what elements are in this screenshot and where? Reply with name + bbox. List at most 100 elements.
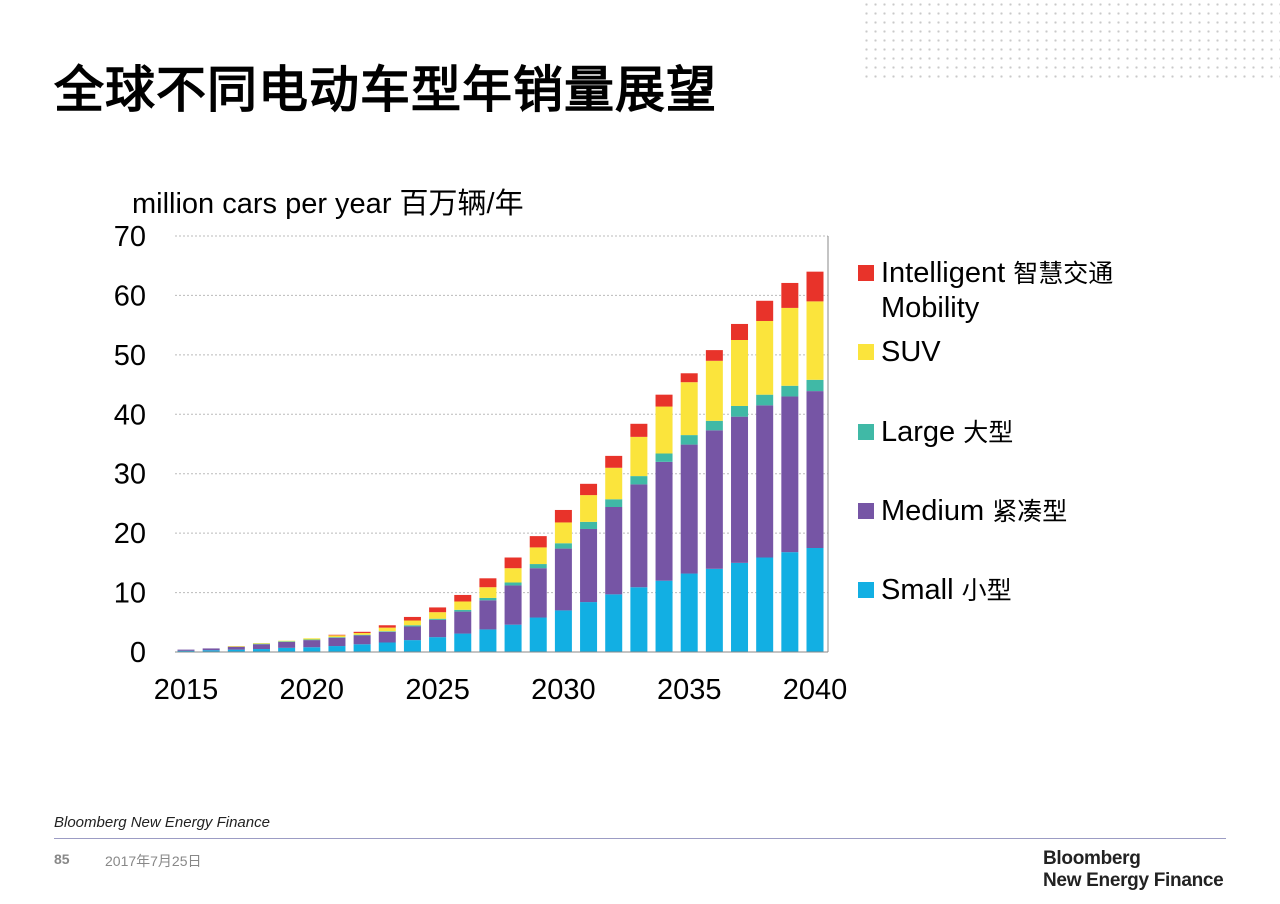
bar-intelligent-2038: [756, 300, 774, 321]
legend-item-medium: Medium 紧凑型: [858, 494, 1067, 529]
bar-suv-2029: [529, 547, 547, 565]
bar-large-2021: [328, 637, 346, 638]
bar-large-2023: [378, 631, 396, 632]
x-tick-label-2040: 2040: [783, 674, 848, 706]
bar-large-2018: [252, 643, 270, 645]
bar-intelligent-2029: [529, 536, 547, 548]
bar-medium-2031: [580, 528, 598, 603]
bar-intelligent-2034: [655, 394, 673, 407]
legend-item-intelligent: Intelligent 智慧交通 Mobility: [858, 256, 1113, 326]
bar-medium-2025: [429, 619, 447, 638]
bar-medium-2034: [655, 461, 673, 581]
legend-label-intelligent-cn: 智慧交通: [1013, 259, 1114, 288]
bar-small-2024: [403, 640, 421, 652]
logo-line-1: Bloomberg: [1043, 848, 1141, 869]
bar-intelligent-2039: [781, 282, 799, 308]
bar-small-2032: [605, 594, 623, 652]
bar-medium-2040: [806, 391, 824, 548]
bar-suv-2037: [731, 340, 749, 406]
x-tick-label-2030: 2030: [531, 674, 596, 706]
bar-medium-2016: [202, 648, 220, 651]
bar-medium-2017: [227, 646, 245, 650]
legend-swatch-medium: [858, 503, 874, 519]
bar-intelligent-2024: [403, 616, 421, 621]
bar-large-2032: [605, 499, 623, 507]
bar-suv-2021: [328, 635, 346, 638]
legend-label-intelligent-line2: Mobility: [881, 292, 980, 324]
bar-medium-2024: [403, 626, 421, 641]
bar-intelligent-2026: [454, 594, 472, 602]
chart-legend: Intelligent 智慧交通 Mobility SUV Large 大型 M…: [858, 256, 1268, 616]
bar-intelligent-2027: [479, 578, 497, 588]
bar-medium-2030: [554, 548, 572, 611]
logo-line-2: New Energy Finance: [1043, 870, 1224, 891]
bar-intelligent-2022: [353, 631, 371, 633]
bar-intelligent-2030: [554, 509, 572, 523]
bar-small-2030: [554, 610, 572, 652]
bar-small-2036: [705, 568, 723, 652]
bar-small-2038: [756, 557, 774, 652]
footer-date: 2017年7月25日: [105, 853, 202, 869]
x-tick-label-2035: 2035: [657, 674, 722, 706]
axes: [175, 236, 829, 653]
bar-intelligent-2023: [378, 625, 396, 628]
bar-small-2040: [806, 548, 824, 652]
bar-suv-2038: [756, 320, 774, 395]
bar-medium-2022: [353, 635, 371, 645]
bar-small-2025: [429, 637, 447, 652]
bar-small-2033: [630, 587, 648, 652]
y-axis-unit-label: million cars per year 百万辆/年: [132, 188, 524, 220]
bar-intelligent-2031: [580, 483, 598, 496]
bar-intelligent-2025: [429, 607, 447, 613]
bar-large-2035: [680, 435, 698, 445]
bar-suv-2023: [378, 627, 396, 632]
bar-suv-2033: [630, 436, 648, 477]
legend-swatch-small: [858, 582, 874, 598]
bar-medium-2039: [781, 396, 799, 553]
bar-medium-2032: [605, 506, 623, 595]
y-tick-label-60: 60: [114, 280, 146, 312]
bar-large-2020: [303, 639, 321, 641]
legend-swatch-intelligent: [858, 265, 874, 281]
source-note: Bloomberg New Energy Finance: [54, 814, 270, 831]
bar-small-2020: [303, 647, 321, 652]
y-tick-label-50: 50: [114, 340, 146, 372]
x-tick-label-2025: 2025: [405, 674, 470, 706]
bar-large-2037: [731, 405, 749, 417]
bar-suv-2040: [806, 301, 824, 380]
bar-medium-2036: [705, 430, 723, 569]
y-tick-label-30: 30: [114, 459, 146, 491]
bar-large-2034: [655, 453, 673, 462]
bar-suv-2034: [655, 406, 673, 454]
bar-large-2030: [554, 543, 572, 549]
bar-small-2021: [328, 646, 346, 652]
y-tick-label-10: 10: [114, 578, 146, 610]
bar-large-2025: [429, 618, 447, 620]
bar-suv-2039: [781, 307, 799, 386]
bar-medium-2028: [504, 585, 522, 625]
bar-small-2039: [781, 552, 799, 652]
bar-large-2039: [781, 385, 799, 397]
page-title: 全球不同电动车型年销量展望: [54, 61, 717, 119]
bar-large-2040: [806, 379, 824, 392]
bar-medium-2027: [479, 600, 497, 630]
y-tick-label-0: 0: [130, 637, 146, 669]
legend-label-medium: Medium: [881, 495, 985, 527]
bar-suv-2026: [454, 601, 472, 610]
bar-small-2031: [580, 602, 598, 652]
bar-medium-2021: [328, 637, 346, 647]
bar-small-2037: [731, 562, 749, 652]
bar-medium-2026: [454, 611, 472, 634]
x-tick-label-2020: 2020: [280, 674, 345, 706]
bar-small-2027: [479, 629, 497, 652]
legend-item-small: Small 小型: [858, 573, 1012, 608]
bar-suv-2027: [479, 587, 497, 598]
bar-medium-2035: [680, 444, 698, 574]
bar-suv-2032: [605, 467, 623, 500]
bar-intelligent-2033: [630, 423, 648, 437]
legend-swatch-suv: [858, 344, 874, 360]
bar-suv-2025: [429, 612, 447, 619]
footer-divider: [54, 838, 1226, 839]
bar-suv-2018: [252, 643, 270, 644]
